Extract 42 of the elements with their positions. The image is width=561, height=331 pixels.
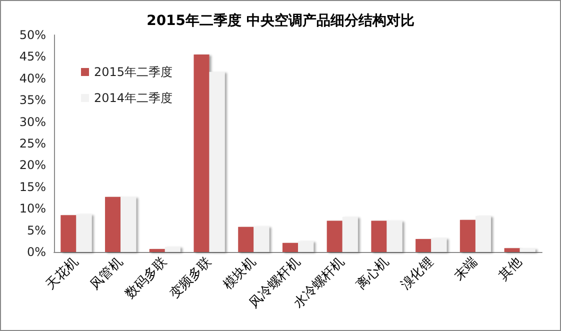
bar (386, 220, 402, 252)
bar (76, 214, 92, 252)
x-tick-label: 天花机 (43, 254, 82, 293)
chart-title: 2015年二季度 中央空调产品细分结构对比 (146, 12, 414, 29)
bar (431, 238, 447, 252)
bar (342, 216, 358, 252)
x-tick-label: 其他 (496, 254, 526, 284)
y-tick-label: 20% (19, 158, 46, 172)
bar (120, 196, 136, 252)
legend-label: 2015年二季度 (94, 65, 173, 79)
y-tick-label: 10% (19, 202, 46, 216)
x-tick-label: 离心机 (353, 254, 392, 293)
bar (164, 246, 180, 252)
y-tick-label: 5% (26, 223, 46, 238)
x-tick-label: 模块机 (220, 254, 259, 293)
bar (60, 215, 76, 252)
x-tick-label: 末端 (452, 254, 481, 284)
bar (460, 220, 476, 252)
y-tick-label: 50% (19, 28, 46, 42)
bar (504, 248, 520, 252)
bar (520, 248, 536, 252)
bar (254, 226, 270, 252)
bar (326, 220, 342, 252)
y-tick-label: 40% (19, 71, 46, 86)
bar (105, 196, 121, 252)
y-tick-label: 15% (19, 180, 46, 194)
bar (238, 226, 254, 252)
bar (282, 242, 298, 252)
x-tick-label: 溴化锂 (398, 254, 436, 293)
bar (371, 220, 387, 252)
bar (475, 216, 491, 252)
bar (416, 238, 432, 252)
y-tick-label: 30% (19, 114, 46, 129)
bar (149, 248, 165, 252)
bar (194, 54, 210, 252)
y-tick-label: 45% (19, 50, 46, 64)
bar (298, 241, 314, 252)
y-tick-label: 35% (19, 93, 46, 108)
y-tick-label: 0% (26, 245, 46, 259)
legend-label: 2014年二季度 (94, 91, 173, 105)
y-tick-label: 25% (19, 136, 46, 150)
bar (209, 72, 225, 252)
